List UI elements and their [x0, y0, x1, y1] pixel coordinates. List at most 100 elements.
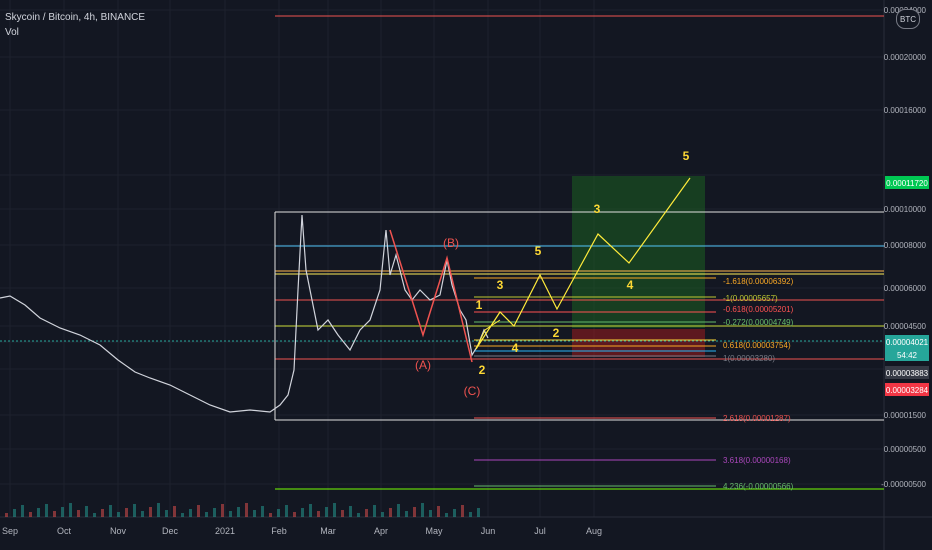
volume-bar [381, 512, 384, 517]
y-tick-label: 0.00016000 [884, 106, 927, 115]
x-tick-label: May [425, 526, 443, 536]
price-series [0, 214, 489, 413]
volume-bar [453, 509, 456, 517]
volume-bar [125, 508, 128, 517]
volume-bar [317, 511, 320, 517]
price-tag: 0.00003284 [885, 383, 929, 396]
volume-bar [333, 503, 336, 517]
volume-bar [429, 510, 432, 517]
volume-bar [149, 507, 152, 517]
x-tick-label: Apr [374, 526, 388, 536]
volume-bar [445, 513, 448, 517]
impulse-wave [475, 177, 691, 350]
volume-bar [397, 504, 400, 517]
volume-bar [357, 513, 360, 517]
y-tick-label: -0.00000500 [881, 480, 926, 489]
volume-bar [173, 506, 176, 517]
volume-bar [389, 508, 392, 517]
volume-bar [293, 512, 296, 517]
currency-badge[interactable]: BTC [896, 9, 920, 29]
volume-bar [109, 505, 112, 517]
volume-bar [165, 510, 168, 517]
y-tick-label: 0.00006000 [884, 284, 927, 293]
target-zone [572, 176, 705, 328]
fib-label: 1(0.00003280) [723, 354, 775, 363]
y-tick-label: 0.00010000 [884, 205, 927, 214]
price-tag-text: 0.00003284 [886, 386, 929, 395]
volume-bar [37, 508, 40, 517]
price-tag: 0.00003883 [885, 366, 929, 379]
volume-label: Vol [5, 27, 19, 38]
volume-bar [309, 504, 312, 517]
volume-bar [325, 507, 328, 517]
wave-label-red: (C) [464, 384, 481, 398]
volume-bar [157, 503, 160, 517]
price-tag-bg [885, 335, 929, 348]
y-tick-label: 0.00008000 [884, 241, 927, 250]
volume-bar [213, 508, 216, 517]
volume-bar [285, 505, 288, 517]
x-tick-label: Dec [162, 526, 179, 536]
volume-bar [69, 503, 72, 517]
price-tag-text: 0.00004021 [886, 338, 929, 347]
wave-label-red: (A) [415, 358, 431, 372]
volume-bar [261, 506, 264, 517]
volume-bar [373, 505, 376, 517]
abc-wave [389, 229, 473, 363]
wave-label-yellow: 2 [553, 326, 560, 340]
volume-bar [61, 507, 64, 517]
volume-bar [117, 512, 120, 517]
volume-bar [141, 511, 144, 517]
y-tick-label: 0.00020000 [884, 53, 927, 62]
wave-label-yellow: 5 [535, 244, 542, 258]
price-tag-bg [885, 366, 929, 379]
wave-label-yellow: 3 [497, 278, 504, 292]
x-tick-label: Feb [271, 526, 287, 536]
volume-bar [229, 511, 232, 517]
volume-bar [341, 510, 344, 517]
price-tag-text: 0.00011720 [886, 179, 928, 188]
volume-bar [29, 512, 32, 517]
volume-bar [365, 509, 368, 517]
fib-label: -0.272(0.00004749) [723, 318, 794, 327]
wave-label-yellow: 1 [476, 298, 483, 312]
price-tag-bg [885, 348, 929, 361]
x-tick-label: Mar [320, 526, 336, 536]
volume-bar [101, 509, 104, 517]
volume-bar [461, 505, 464, 517]
x-tick-label: Oct [57, 526, 72, 536]
wave-label-yellow: 3 [594, 202, 601, 216]
volume-bar [477, 508, 480, 517]
volume-bar [269, 513, 272, 517]
fib-label: 2.618(0.00001287) [723, 414, 791, 423]
volume-bar [237, 507, 240, 517]
y-tick-label: 0.00001500 [884, 411, 927, 420]
volume-bar [469, 512, 472, 517]
fib-label: 0.618(0.00003754) [723, 341, 791, 350]
symbol-title[interactable]: Skycoin / Bitcoin, 4h, BINANCE [5, 12, 146, 23]
volume-bar [13, 509, 16, 517]
fib-label: 4.236(-0.00000566) [723, 482, 794, 491]
price-tag: 0.00004021 [885, 335, 929, 348]
y-tick-label: 0.00000500 [884, 445, 927, 454]
wave-label-red: (B) [443, 236, 459, 250]
volume-bar [405, 511, 408, 517]
wave-label-yellow: 4 [627, 278, 634, 292]
x-tick-label: Aug [586, 526, 602, 536]
volume-bar [85, 506, 88, 517]
x-tick-label: Nov [110, 526, 127, 536]
volume-bar [205, 512, 208, 517]
volume-bar [5, 513, 8, 517]
volume-bar [421, 503, 424, 517]
volume-bar [133, 504, 136, 517]
volume-bar [77, 510, 80, 517]
volume-bar [93, 513, 96, 517]
price-tag-bg [885, 383, 929, 396]
price-tag-text: 0.00003883 [886, 369, 929, 378]
volume-bar [21, 505, 24, 517]
volume-bar [253, 510, 256, 517]
price-tag: 0.00011720 [885, 176, 929, 189]
volume-bar [181, 513, 184, 517]
wave-label-yellow: 5 [683, 149, 690, 163]
